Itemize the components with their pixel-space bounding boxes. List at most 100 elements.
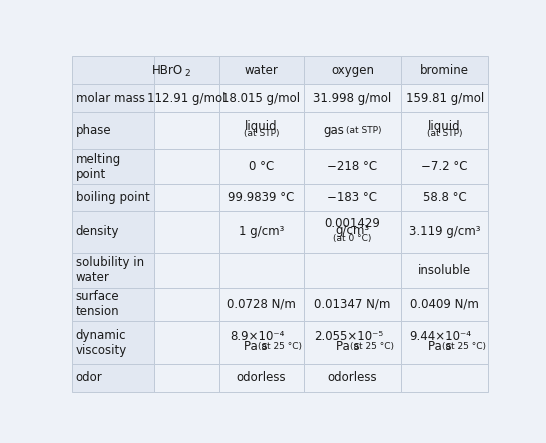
Text: −7.2 °C: −7.2 °C — [422, 160, 468, 173]
Text: melting
point: melting point — [76, 152, 121, 180]
Text: 31.998 g/mol: 31.998 g/mol — [313, 92, 391, 105]
Text: odorless: odorless — [328, 372, 377, 385]
Text: 58.8 °C: 58.8 °C — [423, 191, 466, 204]
Bar — [154, 56, 219, 85]
Bar — [154, 149, 219, 184]
Text: HBrO: HBrO — [152, 64, 183, 77]
Bar — [304, 56, 401, 85]
Bar — [304, 85, 401, 112]
Text: (at STP): (at STP) — [427, 129, 462, 138]
Text: odor: odor — [76, 372, 103, 385]
Text: molar mass: molar mass — [76, 92, 145, 105]
Text: 3.119 g/cm³: 3.119 g/cm³ — [409, 225, 480, 238]
Bar — [304, 211, 401, 253]
Bar — [219, 211, 304, 253]
Bar — [401, 211, 488, 253]
Text: 2.055×10⁻⁵: 2.055×10⁻⁵ — [314, 330, 383, 343]
Text: (at STP): (at STP) — [346, 126, 382, 135]
Bar — [154, 365, 219, 392]
Bar — [154, 184, 219, 211]
Text: Pa s: Pa s — [428, 339, 452, 353]
Text: (at 0 °C): (at 0 °C) — [333, 233, 372, 243]
Bar — [401, 112, 488, 149]
Bar — [219, 112, 304, 149]
Text: −218 °C: −218 °C — [328, 160, 377, 173]
Bar — [401, 288, 488, 321]
Bar — [304, 253, 401, 288]
Text: boiling point: boiling point — [76, 191, 150, 204]
Text: 8.9×10⁻⁴: 8.9×10⁻⁴ — [230, 330, 284, 343]
Text: (at 25 °C): (at 25 °C) — [442, 342, 486, 350]
Bar — [401, 56, 488, 85]
Bar — [72, 56, 154, 85]
Bar — [219, 184, 304, 211]
Bar — [72, 85, 154, 112]
Text: insoluble: insoluble — [418, 264, 471, 277]
Bar — [154, 253, 219, 288]
Text: (at STP): (at STP) — [244, 129, 279, 138]
Bar — [401, 149, 488, 184]
Text: 0.0728 N/m: 0.0728 N/m — [227, 298, 296, 311]
Text: 0.01347 N/m: 0.01347 N/m — [314, 298, 390, 311]
Bar — [219, 85, 304, 112]
Text: bromine: bromine — [420, 64, 469, 77]
Text: solubility in
water: solubility in water — [76, 256, 144, 284]
Text: Pa s: Pa s — [336, 339, 359, 353]
Bar — [401, 365, 488, 392]
Text: liquid: liquid — [245, 120, 278, 133]
Bar — [72, 253, 154, 288]
Text: 0 °C: 0 °C — [249, 160, 274, 173]
Bar — [219, 56, 304, 85]
Text: 2: 2 — [185, 69, 190, 78]
Bar — [304, 365, 401, 392]
Text: oxygen: oxygen — [331, 64, 374, 77]
Bar — [72, 112, 154, 149]
Bar — [72, 288, 154, 321]
Bar — [401, 85, 488, 112]
Text: 1 g/cm³: 1 g/cm³ — [239, 225, 284, 238]
Bar — [401, 184, 488, 211]
Bar — [304, 184, 401, 211]
Bar — [154, 85, 219, 112]
Text: g/cm³: g/cm³ — [335, 224, 370, 237]
Text: Pa s: Pa s — [245, 339, 268, 353]
Text: liquid: liquid — [428, 120, 461, 133]
Bar — [219, 149, 304, 184]
Text: 9.44×10⁻⁴: 9.44×10⁻⁴ — [410, 330, 471, 343]
Text: 159.81 g/mol: 159.81 g/mol — [406, 92, 484, 105]
Bar — [304, 112, 401, 149]
Bar — [72, 321, 154, 365]
Text: density: density — [76, 225, 120, 238]
Text: 112.91 g/mol: 112.91 g/mol — [147, 92, 226, 105]
Bar — [304, 149, 401, 184]
Bar — [219, 321, 304, 365]
Text: odorless: odorless — [236, 372, 286, 385]
Text: −183 °C: −183 °C — [328, 191, 377, 204]
Bar — [72, 211, 154, 253]
Bar — [154, 321, 219, 365]
Bar — [219, 365, 304, 392]
Bar — [219, 253, 304, 288]
Bar — [154, 288, 219, 321]
Bar — [304, 321, 401, 365]
Text: 0.0409 N/m: 0.0409 N/m — [410, 298, 479, 311]
Text: dynamic
viscosity: dynamic viscosity — [76, 329, 127, 357]
Text: 99.9839 °C: 99.9839 °C — [228, 191, 295, 204]
Text: phase: phase — [76, 124, 111, 137]
Bar — [72, 149, 154, 184]
Bar — [304, 288, 401, 321]
Bar — [401, 253, 488, 288]
Text: 0.001429: 0.001429 — [324, 217, 381, 230]
Text: gas: gas — [323, 124, 344, 137]
Bar — [72, 184, 154, 211]
Bar — [219, 288, 304, 321]
Bar — [72, 365, 154, 392]
Bar — [154, 211, 219, 253]
Text: surface
tension: surface tension — [76, 290, 120, 318]
Text: 18.015 g/mol: 18.015 g/mol — [222, 92, 300, 105]
Bar — [154, 112, 219, 149]
Text: water: water — [245, 64, 278, 77]
Bar — [401, 321, 488, 365]
Text: (at 25 °C): (at 25 °C) — [258, 342, 302, 350]
Text: (at 25 °C): (at 25 °C) — [349, 342, 394, 350]
